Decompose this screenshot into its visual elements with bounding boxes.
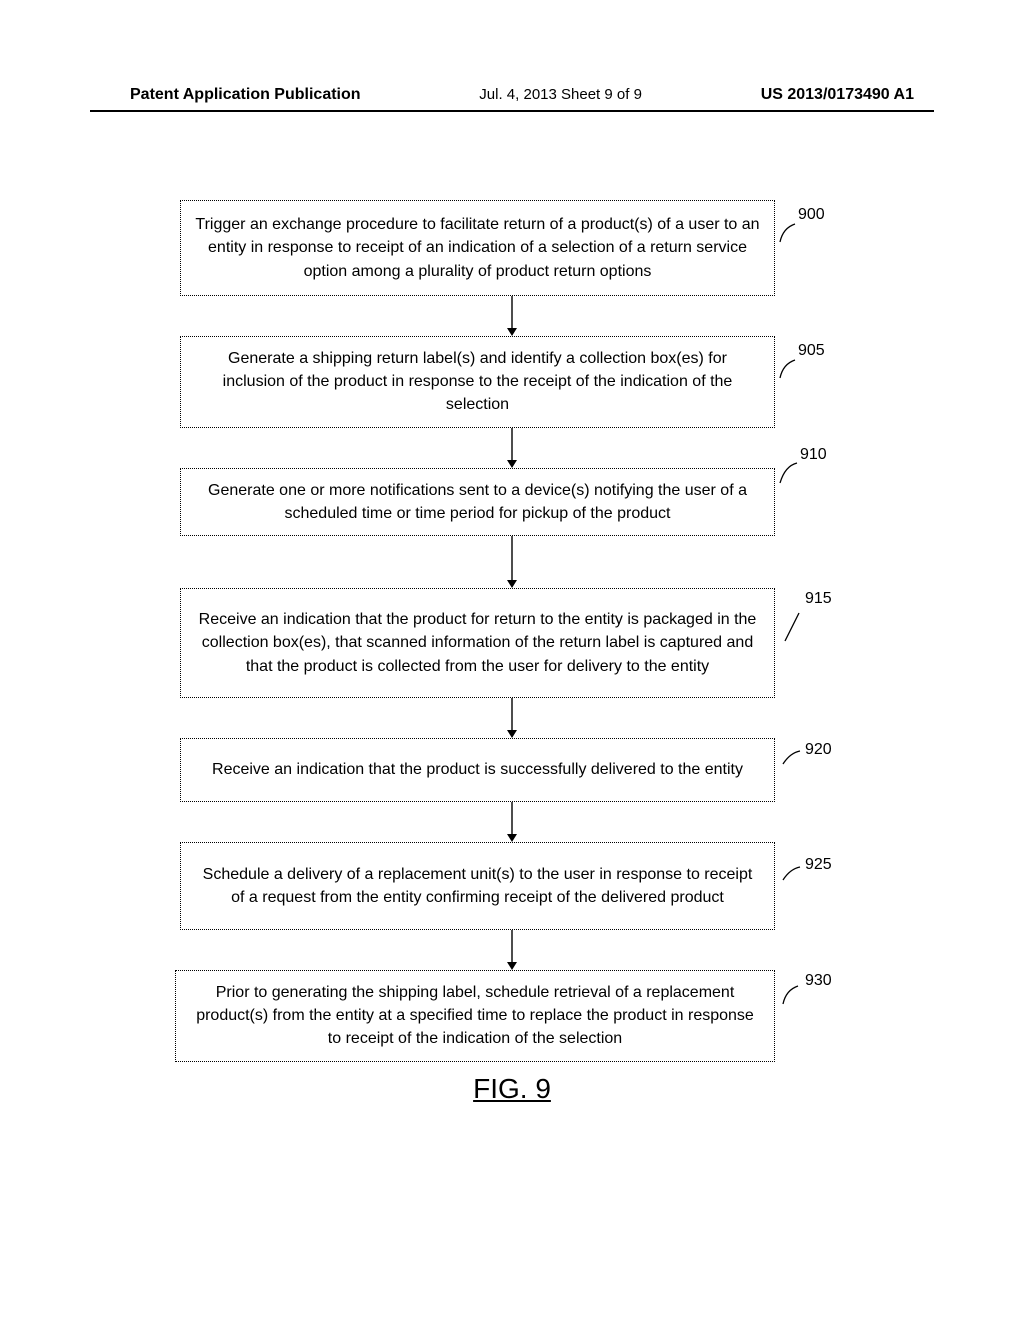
flow-step-box: Generate one or more notifications sent … [180, 468, 775, 536]
ref-number: 910 [800, 446, 827, 464]
flow-arrow [0, 296, 1024, 336]
page: Patent Application Publication Jul. 4, 2… [0, 0, 1024, 1320]
flow-step-box: Receive an indication that the product f… [180, 588, 775, 698]
flow-step-box: Generate a shipping return label(s) and … [180, 336, 775, 428]
ref-number: 920 [805, 741, 832, 759]
flow-step: Receive an indication that the product i… [0, 738, 1024, 802]
ref-leadline-icon [780, 864, 802, 892]
flow-step-box: Trigger an exchange procedure to facilit… [180, 200, 775, 296]
header-left: Patent Application Publication [130, 86, 361, 104]
flow-step-text: Receive an indication that the product i… [212, 758, 743, 781]
flow-arrow [0, 428, 1024, 468]
flow-step-text: Trigger an exchange procedure to facilit… [195, 213, 760, 283]
ref-leadline-icon [782, 610, 802, 650]
flow-arrow [0, 802, 1024, 842]
flow-step-text: Schedule a delivery of a replacement uni… [195, 863, 760, 909]
flow-step: Generate a shipping return label(s) and … [0, 336, 1024, 428]
ref-leadline-icon [777, 220, 797, 252]
flow-step: Schedule a delivery of a replacement uni… [0, 842, 1024, 930]
flow-step-text: Generate one or more notifications sent … [195, 479, 760, 525]
ref-number: 915 [805, 590, 832, 608]
flow-step-text: Receive an indication that the product f… [195, 608, 760, 678]
header-right: US 2013/0173490 A1 [761, 86, 914, 104]
flowchart: Trigger an exchange procedure to facilit… [0, 200, 1024, 1062]
ref-number: 925 [805, 856, 832, 874]
header-center: Jul. 4, 2013 Sheet 9 of 9 [479, 86, 642, 103]
ref-leadline-icon [777, 460, 799, 492]
flow-arrow [0, 698, 1024, 738]
page-header: Patent Application Publication Jul. 4, 2… [0, 86, 1024, 108]
flow-step-box: Schedule a delivery of a replacement uni… [180, 842, 775, 930]
ref-leadline-icon [777, 356, 797, 388]
header-rule [90, 110, 934, 112]
ref-number: 930 [805, 972, 832, 990]
flow-step: Generate one or more notifications sent … [0, 468, 1024, 536]
flow-step-box: Receive an indication that the product i… [180, 738, 775, 802]
figure-caption: FIG. 9 [0, 1073, 1024, 1105]
flow-step-box: Prior to generating the shipping label, … [175, 970, 775, 1062]
flow-arrow [0, 536, 1024, 588]
ref-number: 905 [798, 342, 825, 360]
ref-leadline-icon [780, 982, 800, 1014]
flow-step-text: Generate a shipping return label(s) and … [195, 347, 760, 417]
ref-number: 900 [798, 206, 825, 224]
flow-step-text: Prior to generating the shipping label, … [190, 981, 760, 1051]
flow-step: Receive an indication that the product f… [0, 588, 1024, 698]
flow-step: Prior to generating the shipping label, … [0, 970, 1024, 1062]
ref-leadline-icon [780, 748, 802, 776]
flow-step: Trigger an exchange procedure to facilit… [0, 200, 1024, 296]
flow-arrow [0, 930, 1024, 970]
